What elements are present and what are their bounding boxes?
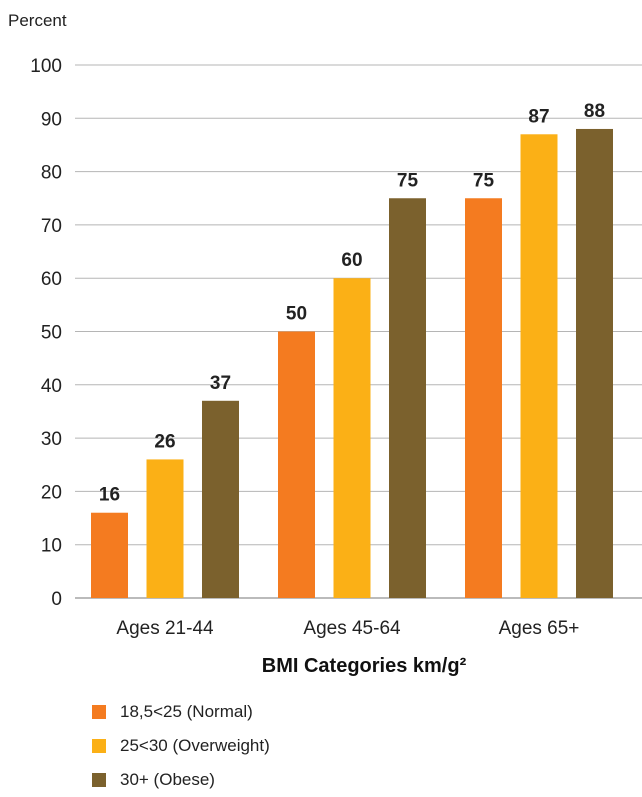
y-tick-label: 100 — [30, 56, 62, 77]
data-label: 88 — [584, 101, 605, 122]
y-tick-labels: 0 10 20 30 40 50 60 70 80 90 100 — [30, 56, 62, 610]
data-label: 37 — [210, 373, 231, 394]
y-tick-label: 0 — [51, 589, 62, 610]
data-labels: 16 26 37 50 60 75 75 87 88 — [99, 101, 605, 506]
y-tick-label: 70 — [41, 216, 62, 237]
bar — [520, 134, 558, 599]
legend-swatch-overweight — [92, 739, 106, 753]
bar — [146, 459, 184, 598]
data-label: 87 — [528, 106, 549, 127]
y-tick-label: 80 — [41, 163, 62, 184]
bar — [465, 198, 502, 598]
legend: 18,5<25 (Normal) 25<30 (Overweight) 30+ … — [92, 695, 270, 797]
bar — [278, 331, 315, 598]
data-label: 75 — [397, 170, 419, 191]
category-label: Ages 45-64 — [303, 618, 401, 639]
bars — [91, 128, 613, 599]
category-label: Ages 65+ — [499, 618, 580, 639]
bar — [333, 278, 371, 598]
x-axis-title: BMI Categories km/g² — [262, 655, 467, 677]
legend-swatch-obese — [92, 773, 106, 787]
y-tick-label: 40 — [41, 376, 62, 397]
data-label: 16 — [99, 485, 120, 506]
y-tick-label: 60 — [41, 269, 62, 290]
legend-label-normal: 18,5<25 (Normal) — [120, 702, 253, 721]
category-labels: Ages 21-44 Ages 45-64 Ages 65+ — [116, 618, 579, 639]
legend-item-normal: 18,5<25 (Normal) — [92, 695, 270, 729]
y-tick-label: 90 — [41, 109, 62, 130]
y-tick-label: 10 — [41, 536, 62, 557]
legend-label-obese: 30+ (Obese) — [120, 770, 215, 789]
bar — [576, 128, 613, 598]
bar — [202, 400, 239, 598]
bar-chart: Percent 0 10 20 30 40 50 60 70 80 90 100 16 26 37 50 6… — [8, 11, 642, 677]
y-tick-label: 50 — [41, 323, 62, 344]
legend-item-overweight: 25<30 (Overweight) — [92, 729, 270, 763]
data-label: 60 — [341, 250, 362, 271]
bar — [389, 198, 426, 598]
data-label: 75 — [473, 170, 495, 191]
y-tick-label: 30 — [41, 429, 62, 450]
category-label: Ages 21-44 — [116, 618, 214, 639]
y-axis-title: Percent — [8, 11, 67, 30]
data-label: 50 — [286, 304, 307, 325]
legend-item-obese: 30+ (Obese) — [92, 763, 270, 797]
bar — [91, 512, 128, 598]
y-tick-label: 20 — [41, 482, 62, 503]
legend-label-overweight: 25<30 (Overweight) — [120, 736, 270, 755]
data-label: 26 — [154, 431, 175, 452]
legend-swatch-normal — [92, 705, 106, 719]
